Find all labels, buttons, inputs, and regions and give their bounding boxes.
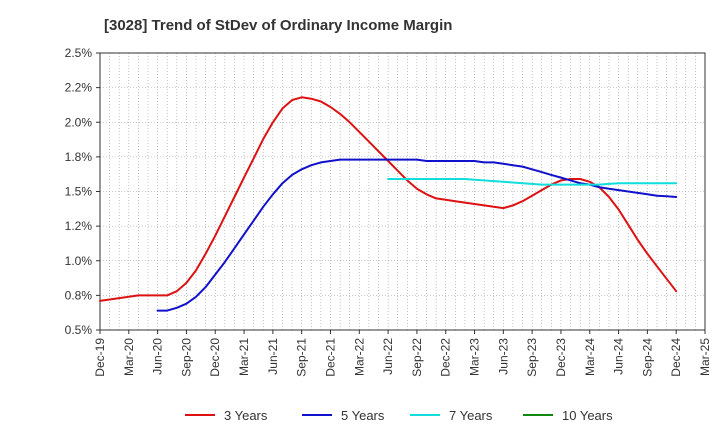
legend: 3 Years 5 Years 7 Years 10 Years — [185, 408, 613, 423]
x-tick-label: Jun-23 — [496, 338, 510, 375]
y-tick-label: 1.5% — [65, 185, 93, 199]
x-tick-label: Dec-20 — [208, 338, 222, 377]
x-tick-label: Mar-21 — [237, 338, 251, 376]
x-tick-label: Dec-22 — [439, 338, 453, 377]
legend-label: 3 Years — [224, 408, 268, 423]
series-line-3-years — [99, 96, 678, 302]
legend-label: 7 Years — [449, 408, 493, 423]
x-tick-label: Sep-20 — [179, 338, 193, 377]
x-tick-label: Dec-23 — [554, 338, 568, 377]
x-tick-label: Dec-19 — [93, 338, 107, 377]
y-tick-label: 0.8% — [65, 288, 93, 302]
x-tick-label: Jun-22 — [381, 338, 395, 375]
y-tick-label: 0.5% — [65, 323, 93, 337]
legend-item: 3 Years — [185, 408, 268, 423]
x-tick-label: Mar-25 — [698, 338, 712, 376]
x-tick-label: Jun-21 — [266, 338, 280, 375]
x-tick-label: Dec-24 — [669, 338, 683, 377]
legend-label: 10 Years — [562, 408, 613, 423]
y-tick-label: 1.0% — [65, 254, 93, 268]
x-tick-label: Jun-24 — [612, 338, 626, 375]
legend-item: 7 Years — [410, 408, 493, 423]
y-axis: 0.5% 0.8% 1.0% 1.2% 1.5% 1.8% 2.0% 2.2% 2.5% — [65, 46, 100, 337]
x-tick-label: Dec-21 — [323, 338, 337, 377]
x-tick-label: Mar-24 — [583, 338, 597, 376]
legend-item: 5 Years — [302, 408, 385, 423]
x-tick-label: Mar-22 — [352, 338, 366, 376]
legend-item: 10 Years — [523, 408, 613, 423]
x-tick-label: Mar-20 — [122, 338, 136, 376]
x-tick-label: Sep-23 — [525, 338, 539, 377]
series-line-7-years — [387, 178, 678, 186]
x-axis: Dec-19 Mar-20 Jun-20 Sep-20 Dec-20 Mar-21 Jun-… — [93, 330, 712, 377]
y-tick-label: 2.5% — [65, 46, 93, 60]
legend-label: 5 Years — [341, 408, 385, 423]
chart-title: [3028] Trend of StDev of Ordinary Income… — [104, 17, 452, 34]
y-tick-label: 1.2% — [65, 219, 93, 233]
y-tick-label: 1.8% — [65, 150, 93, 164]
x-tick-label: Sep-24 — [640, 338, 654, 377]
x-tick-label: Sep-21 — [295, 338, 309, 377]
x-tick-label: Sep-22 — [410, 338, 424, 377]
x-tick-label: Mar-23 — [468, 338, 482, 376]
y-tick-label: 2.0% — [65, 115, 93, 129]
y-tick-label: 2.2% — [65, 81, 93, 95]
series-layer — [99, 96, 678, 312]
x-tick-label: Jun-20 — [151, 338, 165, 375]
